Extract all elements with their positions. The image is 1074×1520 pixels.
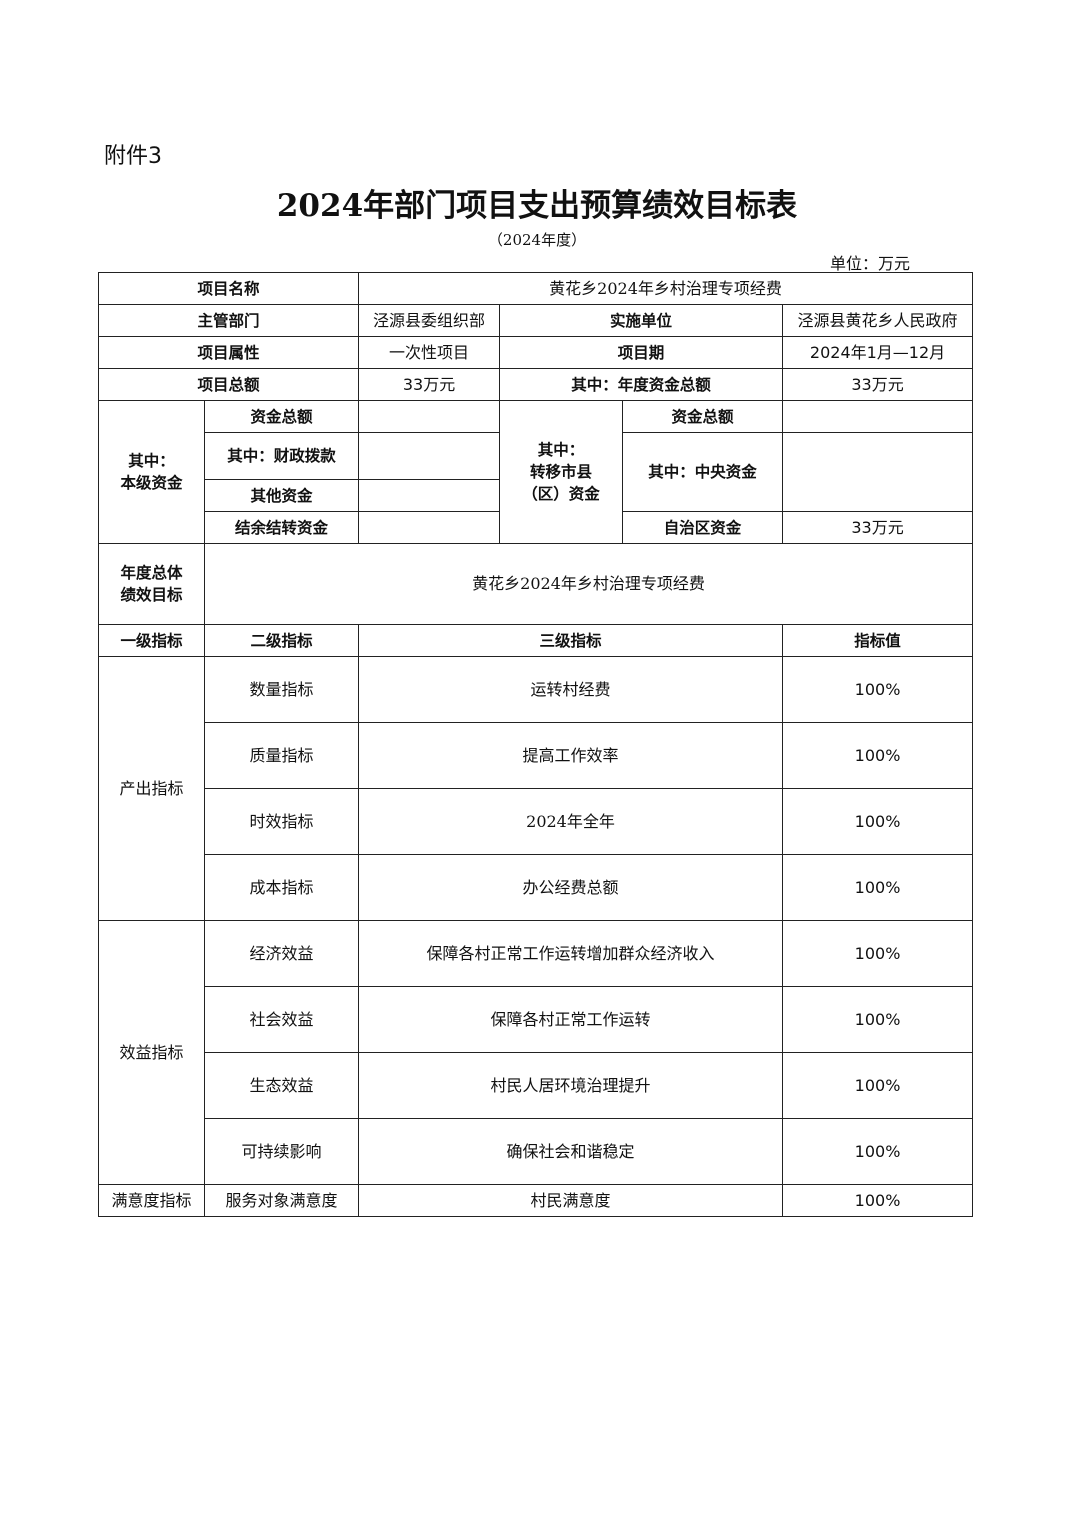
header-value: 指标值	[782, 624, 974, 657]
central	[782, 432, 974, 512]
level2-indicator: 经济效益	[203, 920, 360, 987]
page-title: 2024年部门项目支出预算绩效目标表	[276, 188, 798, 224]
indicator-row: 可持续影响 确保社会和谐稳定 100%	[99, 1118, 974, 1185]
local-total-label: 资金总额	[203, 400, 360, 433]
total-label: 项目总额	[97, 368, 360, 401]
level2-indicator: 数量指标	[203, 656, 360, 723]
project-name-label: 项目名称	[97, 272, 360, 305]
indicator-row: 生态效益 村民人居环境治理提升 100%	[99, 1052, 974, 1119]
subtitle: （2024年度）	[487, 231, 587, 249]
indicator-row: 社会效益 保障各村正常工作运转 100%	[99, 986, 974, 1053]
impl-label: 实施单位	[499, 304, 784, 337]
attr: 一次性项目	[358, 336, 501, 369]
level3-indicator: 提高工作效率	[358, 722, 784, 789]
indicator-row: 时效指标 2024年全年 100%	[99, 788, 974, 855]
level2-indicator: 成本指标	[203, 854, 360, 921]
level3-indicator: 保障各村正常工作运转增加群众经济收入	[358, 920, 784, 987]
local-total	[358, 400, 501, 433]
attachment-label: 附件3	[104, 144, 162, 169]
carry-label: 结余结转资金	[203, 511, 360, 544]
indicator-row: 质量指标 提高工作效率 100%	[99, 722, 974, 789]
fiscal-label: 其中：财政拨款	[203, 432, 360, 480]
indicator-value: 100%	[782, 920, 974, 987]
level3-indicator: 2024年全年	[358, 788, 784, 855]
level3-indicator: 运转村经费	[358, 656, 784, 723]
goal: 黄花乡2024年乡村治理专项经费	[203, 543, 974, 625]
indicator-value: 100%	[782, 1184, 974, 1217]
level2-indicator: 可持续影响	[203, 1118, 360, 1185]
indicator-value: 100%	[782, 656, 974, 723]
performance-table: 项目名称 黄花乡2024年乡村治理专项经费 主管部门 泾源县委组织部 实施单位 …	[97, 272, 974, 1217]
region: 33万元	[782, 511, 974, 544]
indicator-row: 满意度指标 服务对象满意度 村民满意度 100%	[98, 1184, 974, 1217]
carry	[358, 511, 501, 544]
header-l3: 三级指标	[358, 624, 784, 657]
transfer-total-label: 资金总额	[622, 400, 784, 433]
region-label: 自治区资金	[622, 511, 784, 544]
level3-indicator: 保障各村正常工作运转	[358, 986, 784, 1053]
indicator-value: 100%	[782, 854, 974, 921]
level1-indicator: 产出指标	[98, 656, 205, 921]
project-name: 黄花乡2024年乡村治理专项经费	[358, 272, 974, 305]
attr-label: 项目属性	[97, 336, 360, 369]
dept-label: 主管部门	[97, 304, 360, 337]
level1-indicator: 效益指标	[98, 920, 205, 1185]
transfer-total	[782, 400, 974, 433]
level2-indicator: 社会效益	[203, 986, 360, 1053]
indicator-row: 效益指标 经济效益 保障各村正常工作运转增加群众经济收入 100%	[98, 920, 974, 1185]
period-label: 项目期	[499, 336, 784, 369]
level3-indicator: 办公经费总额	[358, 854, 784, 921]
fiscal	[358, 432, 501, 480]
level3-indicator: 村民满意度	[358, 1184, 784, 1217]
level1-indicator: 满意度指标	[98, 1184, 205, 1217]
dept: 泾源县委组织部	[358, 304, 501, 337]
unit-label: 单位：万元	[830, 254, 911, 273]
central-label: 其中：中央资金	[622, 432, 784, 512]
indicator-value: 100%	[782, 986, 974, 1053]
other-label: 其他资金	[203, 479, 360, 512]
level3-indicator: 确保社会和谐稳定	[358, 1118, 784, 1185]
transfer-funds-label: 其中： 转移市县 （区）资金	[499, 400, 624, 544]
level2-indicator: 服务对象满意度	[203, 1184, 360, 1217]
indicator-value: 100%	[782, 1052, 974, 1119]
header-l1: 一级指标	[98, 624, 205, 657]
indicator-row: 成本指标 办公经费总额 100%	[99, 854, 974, 921]
other	[358, 479, 501, 512]
local-funds-label: 其中： 本级资金	[98, 400, 205, 544]
impl: 泾源县黄花乡人民政府	[782, 304, 974, 337]
level2-indicator: 质量指标	[203, 722, 360, 789]
period: 2024年1月—12月	[782, 336, 974, 369]
indicator-value: 100%	[782, 722, 974, 789]
indicator-value: 100%	[782, 1118, 974, 1185]
goal-label: 年度总体 绩效目标	[98, 543, 205, 625]
total: 33万元	[358, 368, 501, 401]
header-l2: 二级指标	[203, 624, 360, 657]
indicator-value: 100%	[782, 788, 974, 855]
level2-indicator: 生态效益	[203, 1052, 360, 1119]
annual: 33万元	[782, 368, 974, 401]
indicator-row: 产出指标 数量指标 运转村经费 100%	[98, 656, 974, 921]
level3-indicator: 村民人居环境治理提升	[358, 1052, 784, 1119]
annual-label: 其中：年度资金总额	[499, 368, 784, 401]
level2-indicator: 时效指标	[203, 788, 360, 855]
